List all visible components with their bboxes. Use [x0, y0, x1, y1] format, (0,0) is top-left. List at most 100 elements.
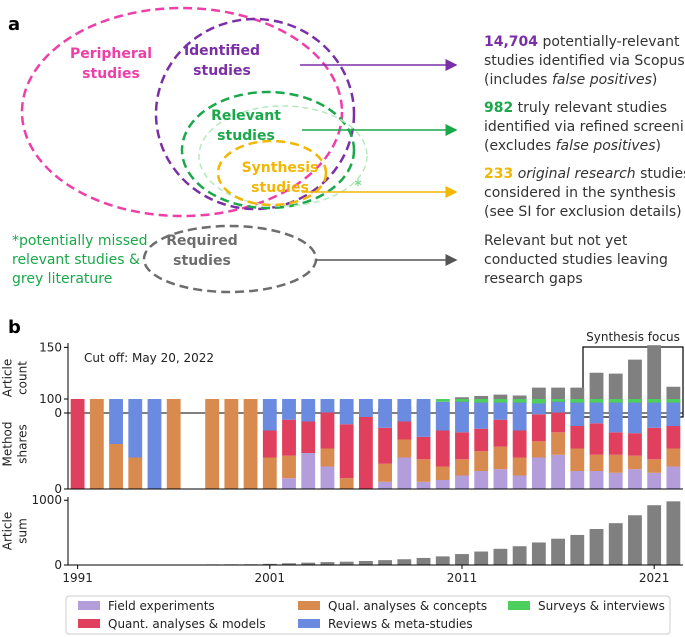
identified-label-2: studies [193, 63, 251, 79]
identified-desc-2: studies identified via Scopus [484, 53, 685, 69]
cutoff-text: Cut off: May 20, 2022 [84, 351, 214, 365]
panel-b-label: b [8, 317, 21, 338]
share-2017-reviews-meta-studies [570, 402, 585, 426]
legend-label: Reviews & meta-studies [328, 617, 473, 631]
share-1994-reviews-meta-studies [128, 399, 143, 458]
article-sum-axes [67, 497, 683, 566]
synthesis-label-2: studies [251, 180, 309, 196]
relevant-label-2: studies [217, 128, 275, 144]
legend-swatch-field-experiments [78, 601, 100, 610]
share-2002-quant-analyses-models [282, 419, 296, 456]
share-2017-field-experiments [570, 471, 585, 489]
relevant-desc-3a: (excludes [484, 138, 556, 154]
article-sum-plot: Articlesum 0 1000 1991 2001 2011 2021 [1, 493, 683, 585]
share-2022-qual-analyses-concepts [666, 448, 681, 467]
share-2002-field-experiments [282, 478, 296, 489]
legend-swatch-quant-analyses-models [78, 619, 100, 628]
share-2011-qual-analyses-concepts [455, 459, 469, 476]
relevant-count: 982 [484, 100, 513, 116]
share-2021-field-experiments [647, 472, 662, 489]
bar-2001 [262, 563, 277, 565]
share-2016-quant-analyses-models [551, 412, 565, 433]
panel-a: a Peripheral studies Identified studies … [8, 6, 685, 294]
share-2013-qual-analyses-concepts [493, 446, 508, 470]
share-2005-reviews-meta-studies [339, 399, 354, 425]
bar-2004 [320, 562, 335, 565]
relevant-ellipse [180, 90, 356, 210]
share-2015-field-experiments [531, 457, 546, 489]
share-2022-reviews-meta-studies [666, 402, 681, 426]
legend-swatch-reviews-meta-studies [298, 619, 320, 628]
share-2006-quant-analyses-models [358, 417, 373, 489]
share-2012-quant-analyses-models [474, 428, 489, 452]
y-tick-label: 0 [54, 482, 62, 496]
synthesis-desc-1: studies [636, 166, 685, 182]
share-2019-reviews-meta-studies [608, 402, 623, 433]
share-2021-reviews-meta-studies [647, 402, 662, 428]
share-2007-reviews-meta-studies [378, 399, 393, 428]
bar-2020 [628, 515, 642, 565]
share-2022-quant-analyses-models [666, 426, 681, 449]
x-tick-label: 2021 [639, 571, 670, 585]
share-2020-quant-analyses-models [628, 433, 642, 456]
share-2008-quant-analyses-models [397, 421, 412, 440]
missed-marker: * [354, 178, 362, 194]
method-shares-plot: Methodshares 0 100 [1, 392, 683, 496]
y-tick-label: 100 [39, 392, 62, 406]
bar-2018 [589, 528, 604, 565]
bar-2022 [666, 501, 681, 565]
bar-2013 [493, 548, 508, 565]
required-desc-3: research gaps [484, 271, 583, 287]
share-1991-quant-analyses-models [70, 399, 85, 489]
missed-note-2: relevant studies & [12, 252, 140, 268]
synthesis-focus-label: Synthesis focus [586, 330, 680, 344]
method-shares-ylabel: Methodshares [1, 421, 30, 466]
share-2016-reviews-meta-studies [551, 401, 565, 413]
share-2002-qual-analyses-concepts [282, 455, 296, 479]
synthesis-description: 233 original research studies considered… [484, 166, 685, 220]
svg-text:14,704 potentially-relevant: 14,704 potentially-relevant [484, 34, 680, 50]
required-label-1: Required [166, 233, 237, 249]
relevant-desc-2: identified via refined screening [484, 119, 685, 135]
share-2005-quant-analyses-models [339, 424, 354, 479]
missed-note-1: *potentially missed [12, 233, 148, 249]
synthesis-label-1: Synthesis [242, 160, 319, 176]
share-2016-qual-analyses-concepts [551, 432, 565, 455]
share-2016-field-experiments [551, 454, 565, 489]
legend-label: Qual. analyses & concepts [328, 599, 487, 613]
share-2012-field-experiments [474, 471, 489, 489]
share-1996-qual-analyses-concepts [166, 399, 181, 489]
share-2022-field-experiments [666, 466, 681, 489]
peripheral-label-2: studies [82, 66, 140, 82]
share-2009-reviews-meta-studies [416, 399, 431, 437]
identified-desc-3b: ) [652, 72, 657, 88]
svg-text:982 truly relevant studies: 982 truly relevant studies [484, 100, 667, 116]
x-tick-label: 2001 [255, 571, 286, 585]
share-2014-reviews-meta-studies [512, 402, 527, 431]
share-2017-surveys-interviews [570, 399, 585, 403]
share-2009-quant-analyses-models [416, 436, 431, 460]
share-2007-quant-analyses-models [378, 427, 393, 464]
svg-text:(includes false positives): (includes false positives) [484, 72, 657, 88]
bar-2019 [608, 523, 623, 565]
bar-2021 [647, 505, 662, 565]
share-1998-qual-analyses-concepts [205, 399, 220, 489]
share-2000-qual-analyses-concepts [243, 399, 258, 489]
share-2021-surveys-interviews [647, 399, 662, 403]
legend-label: Field experiments [108, 599, 215, 613]
year-xticks: 1991 2001 2011 2021 [62, 565, 669, 585]
share-2019-surveys-interviews [608, 399, 623, 403]
share-2012-surveys-interviews [474, 399, 489, 403]
legend-swatch-surveys-interviews [508, 601, 530, 610]
y-tick-label: 150 [39, 340, 62, 354]
article-count-ylabel: Articlecount [1, 359, 30, 398]
legend-label: Surveys & interviews [538, 599, 665, 613]
share-2020-field-experiments [628, 469, 642, 489]
share-2022-surveys-interviews [666, 399, 681, 403]
relevant-description: 982 truly relevant studies identified vi… [484, 100, 685, 154]
share-2006-reviews-meta-studies [358, 399, 373, 417]
share-2002-reviews-meta-studies [282, 399, 296, 420]
required-description: Relevant but not yet conducted studies l… [484, 233, 668, 287]
share-2005-qual-analyses-concepts [339, 478, 354, 489]
